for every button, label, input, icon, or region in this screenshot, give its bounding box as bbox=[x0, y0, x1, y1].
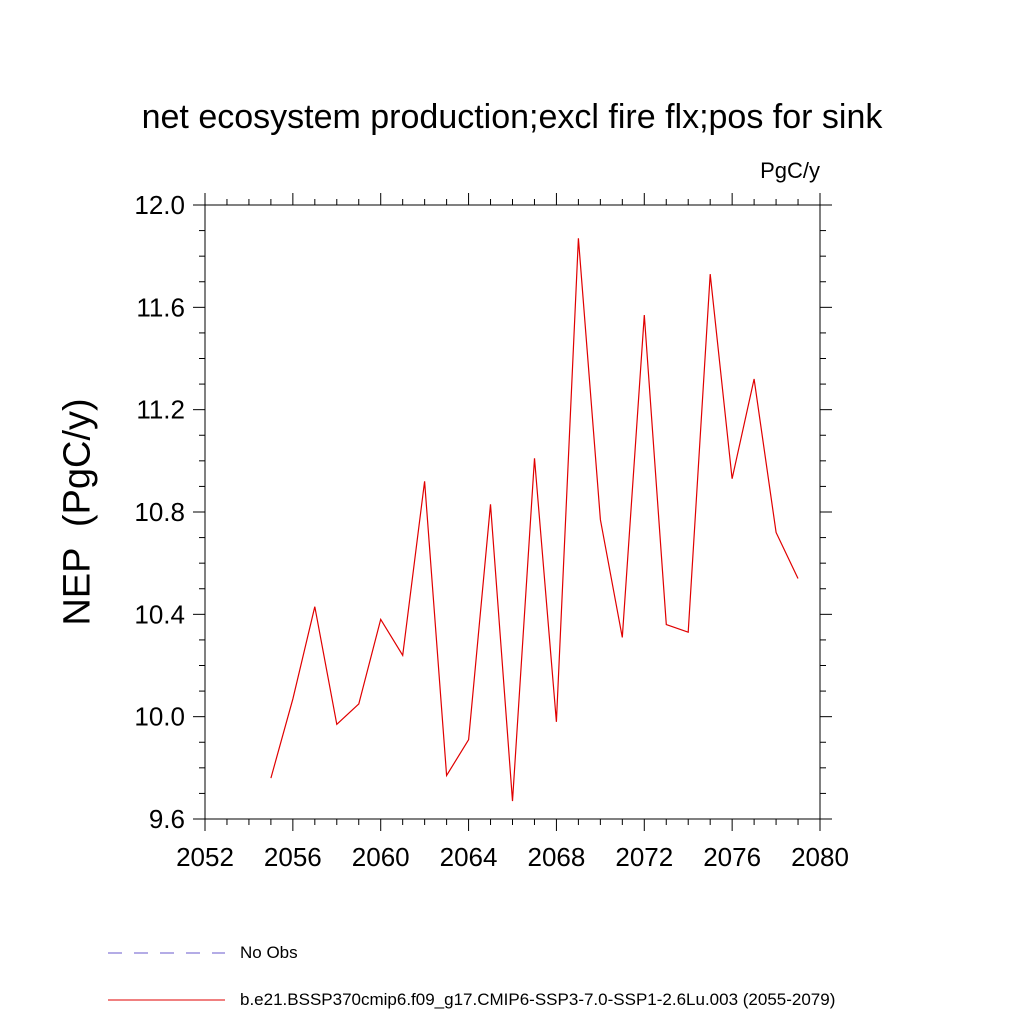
y-tick-label: 10.4 bbox=[134, 599, 185, 629]
series-line bbox=[270, 238, 799, 802]
chart-title: net ecosystem production;excl fire flx;p… bbox=[141, 98, 883, 136]
y-tick-label: 11.6 bbox=[136, 292, 185, 322]
plot-frame bbox=[204, 204, 821, 820]
x-tick-label: 2076 bbox=[703, 842, 761, 872]
y-tick-label: 9.6 bbox=[149, 804, 185, 834]
x-tick-label: 2064 bbox=[440, 842, 498, 872]
x-tick-label: 2052 bbox=[176, 842, 234, 872]
x-tick-label: 2068 bbox=[528, 842, 586, 872]
y-tick-label: 11.2 bbox=[136, 395, 185, 425]
x-tick-label: 2080 bbox=[791, 842, 849, 872]
x-tick-label: 2072 bbox=[615, 842, 673, 872]
x-tick-label: 2060 bbox=[352, 842, 410, 872]
y-axis-label: NEP (PgC/y) bbox=[56, 398, 99, 626]
units-label: PgC/y bbox=[760, 158, 820, 183]
y-tick-label: 10.0 bbox=[134, 702, 185, 732]
legend-entry-no-obs: No Obs bbox=[240, 943, 298, 962]
y-tick-label: 12.0 bbox=[134, 190, 185, 220]
legend-entry-model: b.e21.BSSP370cmip6.f09_g17.CMIP6-SSP3-7.… bbox=[240, 990, 836, 1009]
x-tick-label: 2056 bbox=[264, 842, 322, 872]
y-tick-label: 10.8 bbox=[134, 497, 185, 527]
